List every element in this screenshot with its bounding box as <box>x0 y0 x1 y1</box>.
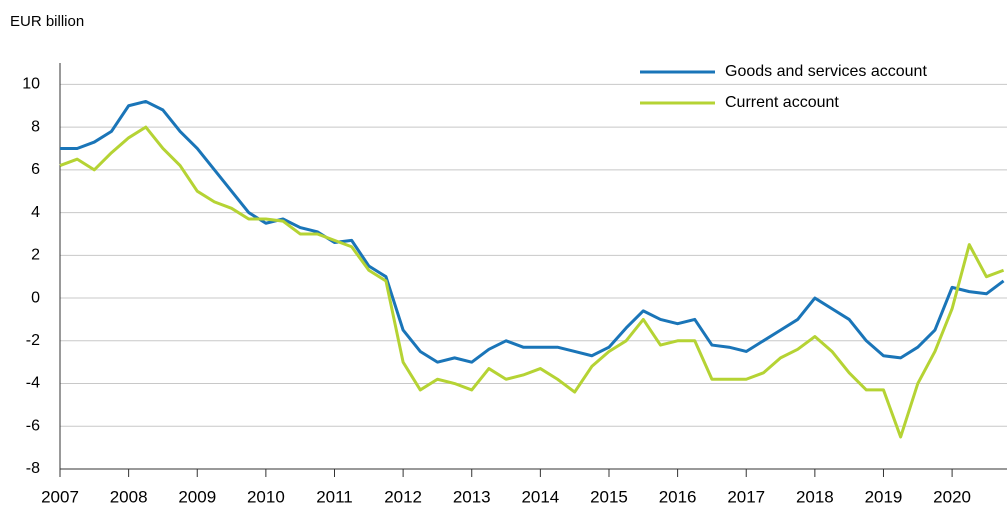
series-line <box>59 125 1005 439</box>
y-tick-label: -6 <box>26 417 40 434</box>
y-tick-label: 6 <box>31 161 40 178</box>
y-tick-label: 4 <box>31 204 40 221</box>
x-tick-label: 2018 <box>796 487 834 506</box>
y-tick-label: -8 <box>26 460 40 477</box>
y-tick-label: 2 <box>31 247 40 264</box>
x-tick-label: 2017 <box>727 487 765 506</box>
y-tick-label: 0 <box>31 289 40 306</box>
y-tick-label: -2 <box>26 332 40 349</box>
y-tick-label: 8 <box>31 118 40 135</box>
x-tick-label: 2013 <box>453 487 491 506</box>
x-tick-label: 2009 <box>178 487 216 506</box>
x-tick-label: 2010 <box>247 487 285 506</box>
x-tick-label: 2016 <box>659 487 697 506</box>
x-tick-label: 2015 <box>590 487 628 506</box>
x-tick-label: 2014 <box>521 487 559 506</box>
y-tick-label: -4 <box>26 375 40 392</box>
legend-label: Goods and services account <box>725 63 927 80</box>
x-tick-label: 2019 <box>865 487 903 506</box>
x-tick-label: 2007 <box>41 487 79 506</box>
x-tick-label: 2012 <box>384 487 422 506</box>
legend-label: Current account <box>725 94 839 111</box>
series-line <box>60 99 1005 364</box>
x-tick-label: 2008 <box>110 487 148 506</box>
y-tick-label: 10 <box>22 76 40 93</box>
x-tick-label: 2020 <box>933 487 971 506</box>
x-tick-label: 2011 <box>316 487 353 506</box>
y-axis-label: EUR billion <box>10 13 84 30</box>
